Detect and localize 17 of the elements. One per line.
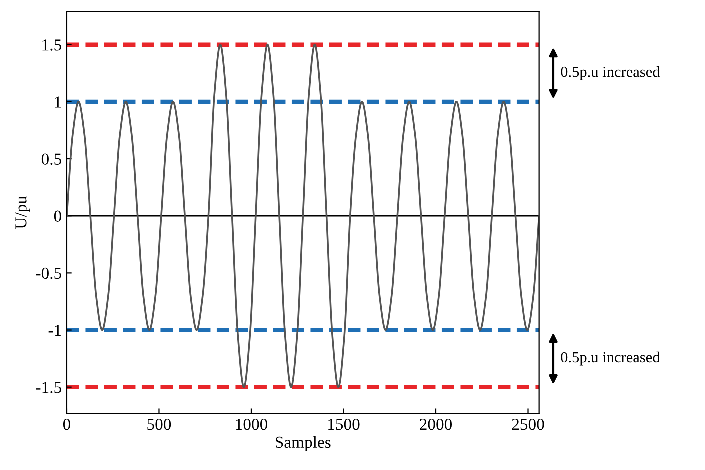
y-tick-label: -0.5 <box>36 268 62 280</box>
x-tick-label: 1000 <box>236 418 268 430</box>
x-tick-label: 0 <box>63 418 71 430</box>
y-tick-label: 1.5 <box>42 40 62 51</box>
x-tick-label: 500 <box>148 418 172 430</box>
text: 0.5p.u increased <box>561 352 660 366</box>
text: 0.5p.u increased <box>561 66 660 80</box>
y-tick-label: -1.5 <box>36 382 62 394</box>
x-tick-label: 2500 <box>512 418 544 430</box>
x-tick-label: 2000 <box>420 418 452 430</box>
y-axis-title: U/pu <box>16 196 30 229</box>
x-axis-title: Samples <box>276 436 331 452</box>
x-tick-label: 1500 <box>328 418 360 430</box>
y-tick-label: 0 <box>54 210 62 222</box>
y-tick-label: 1 <box>55 96 62 108</box>
y-tick-label: -1 <box>48 325 62 336</box>
y-tick-label: 0.5 <box>42 154 62 166</box>
